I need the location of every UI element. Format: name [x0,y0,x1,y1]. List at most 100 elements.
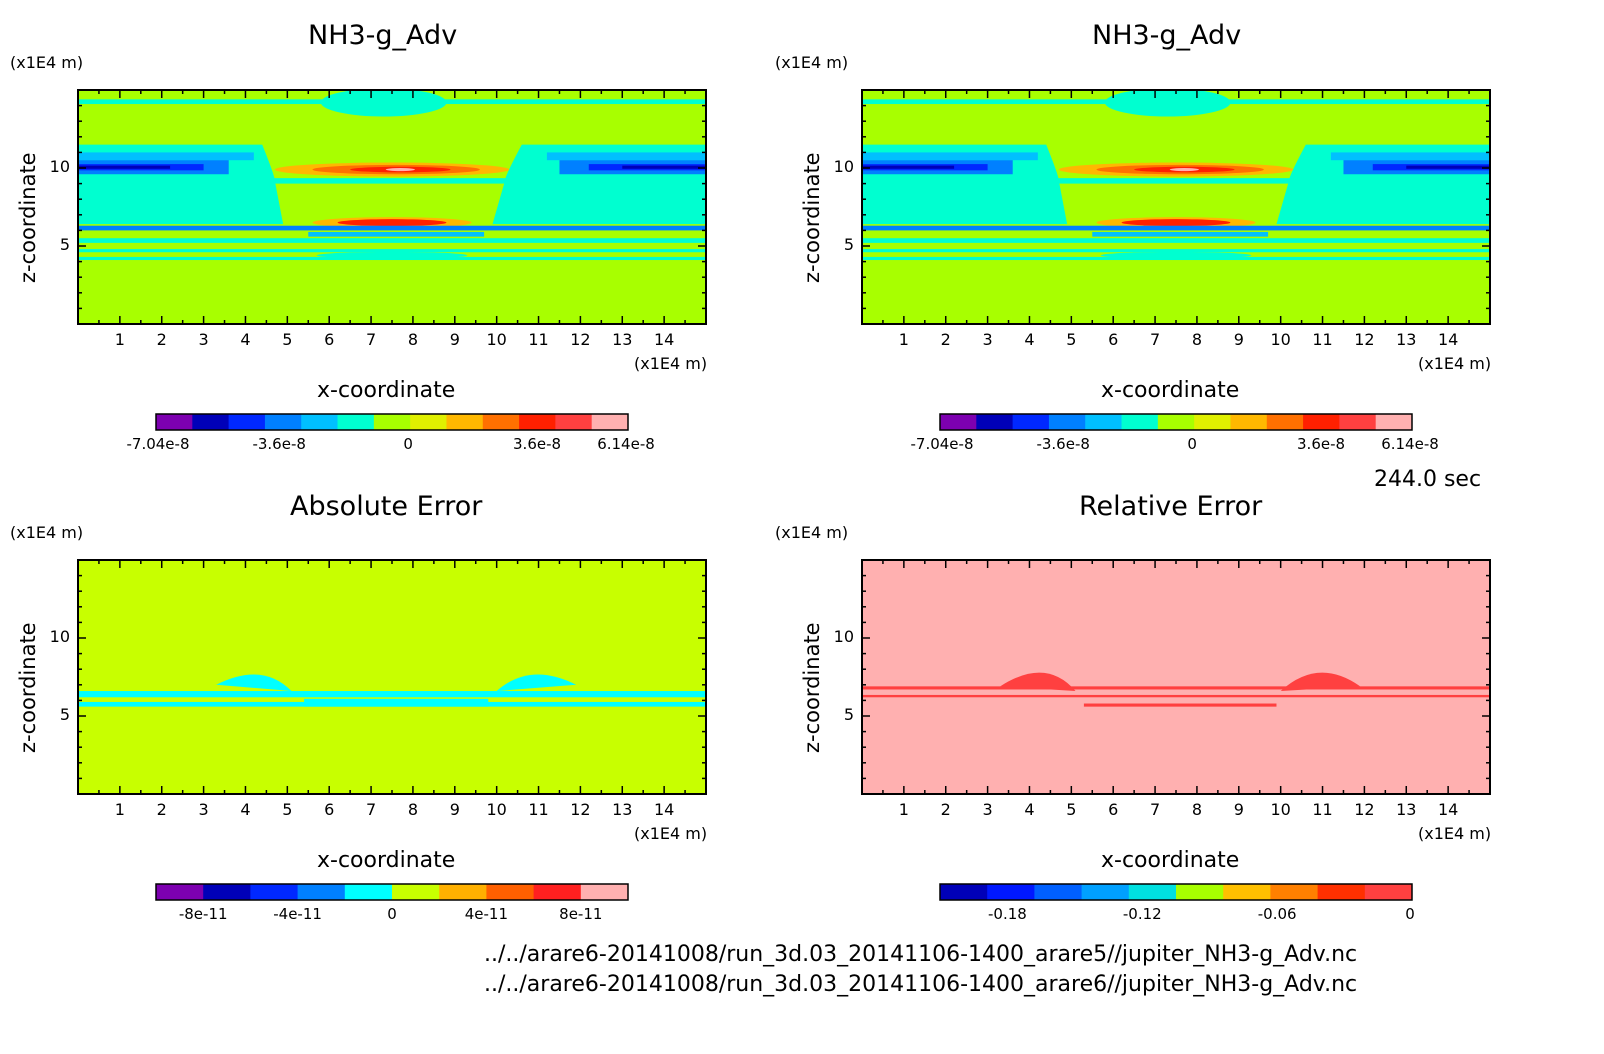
colorbar-label: -0.18 [988,905,1027,923]
colorbar-cell [301,414,339,430]
x-tick-label: 6 [1108,330,1119,349]
colorbar-label: 0 [1405,905,1415,923]
y-tick-label: 10 [833,157,854,176]
colorbar-cell [264,414,302,430]
error-lobe-left [1000,672,1076,692]
x-tick-label: 8 [1191,330,1203,349]
x-tick-label: 7 [1149,800,1161,819]
colorbar-cell [533,884,582,900]
x-tick-label: 8 [1191,800,1203,819]
panel-3-title: Relative Error [1079,491,1263,522]
y-tick-label: 5 [59,235,70,254]
x-tick-label: 14 [653,800,675,819]
x-tick-label: 13 [1396,330,1417,349]
file-path-2: ../../arare6-20141008/run_3d.03_20141106… [484,972,1358,997]
colorbar-cell [987,884,1035,900]
colorbar-cell [203,884,251,900]
colorbar-cell [482,414,520,430]
colorbar-label: -0.12 [1122,905,1162,923]
x-tick-label: 9 [449,800,460,819]
colorbar-label: 6.14e-8 [597,435,655,453]
colorbar-label: -7.04e-8 [126,435,190,453]
left-band-1 [862,152,1038,161]
error-lobe-right [496,674,577,692]
panel-3-xlabel: x-coordinate [1101,848,1240,873]
colorbar-label: 0 [1187,435,1197,453]
panel-1-y-unit: (x1E4 m) [775,53,849,72]
x-tick-label: 8 [407,330,419,349]
colorbar-cell [591,414,629,430]
x-tick-label: 3 [198,800,209,819]
x-tick-label: 13 [612,800,633,819]
top-lobe [320,90,447,117]
error-band-3 [1083,703,1277,707]
colorbar-cell [940,884,988,900]
field-background [862,560,1490,794]
panel-2-xlabel: x-coordinate [317,848,456,873]
time-label: 244.0 sec [1374,467,1482,492]
panel-3-ylabel: z-coordinate [800,622,824,753]
colorbar-cell [580,884,629,900]
left-band-4 [78,165,171,169]
band-b [862,238,1490,243]
panel-0-colorbar-frame [155,413,629,431]
panel-1-field [862,90,1490,324]
x-tick-label: 1 [114,800,125,819]
colorbar-label: -3.6e-8 [1036,435,1090,453]
panel-0-ylabel: z-coordinate [16,152,40,283]
x-tick-label: 13 [1396,800,1417,819]
colorbar-cell [1012,414,1050,430]
y-tick-label: 5 [843,235,854,254]
x-tick-label: 12 [1354,800,1375,819]
band-a [862,225,1490,231]
x-tick-label: 14 [1437,330,1459,349]
right-band-4 [622,165,706,169]
colorbar-cell [297,884,346,900]
colorbar-cell [1375,414,1413,430]
colorbar-label: 3.6e-8 [513,435,562,453]
x-tick-label: 10 [1270,800,1291,819]
colorbar-label: -3.6e-8 [252,435,306,453]
colorbar-label: 6.14e-8 [1381,435,1439,453]
x-tick-label: 6 [1108,800,1119,819]
colorbar-cell [1339,414,1377,430]
x-tick-label: 2 [156,800,167,819]
panel-0-field [78,90,706,324]
x-tick-label: 14 [1437,800,1459,819]
lower-lens [316,251,468,259]
x-tick-label: 12 [570,330,591,349]
colorbar-label: 0 [403,435,413,453]
panel-3-field [862,560,1490,794]
x-tick-label: 12 [570,800,591,819]
panel-0-x-unit: (x1E4 m) [634,354,708,373]
y-tick-label: 5 [59,705,70,724]
colorbar-cell [519,414,556,430]
x-tick-label: 1 [898,330,909,349]
colorbar-label: 0 [387,905,397,923]
panel-1-ylabel: z-coordinate [800,152,824,283]
mid-line [78,178,706,184]
x-tick-label: 8 [407,800,419,819]
colorbar-cell [486,884,535,900]
x-tick-label: 11 [1312,800,1333,819]
colorbar-cell [1194,414,1231,430]
x-tick-label: 3 [982,800,993,819]
colorbar-cell [1176,884,1224,900]
panel-2-title: Absolute Error [290,491,483,522]
colorbar-cell [337,414,375,430]
colorbar-cell [1364,884,1413,900]
panel-0-title: NH3-g_Adv [308,20,458,51]
error-lobe-right [1280,672,1361,692]
lower-warm-2 [1121,219,1231,227]
x-tick-label: 4 [240,330,251,349]
file-path-1: ../../arare6-20141008/run_3d.03_20141106… [484,942,1358,967]
colorbar-cell [1128,884,1177,900]
band-e [308,231,485,237]
right-band-1 [1330,152,1490,161]
panel-3-x-unit: (x1E4 m) [1418,824,1492,843]
x-tick-label: 6 [324,330,335,349]
left-band-1 [78,152,254,161]
colorbar-label: 8e-11 [559,905,603,923]
upper-warm-core [1169,168,1200,172]
colorbar-label: -4e-11 [273,905,322,923]
